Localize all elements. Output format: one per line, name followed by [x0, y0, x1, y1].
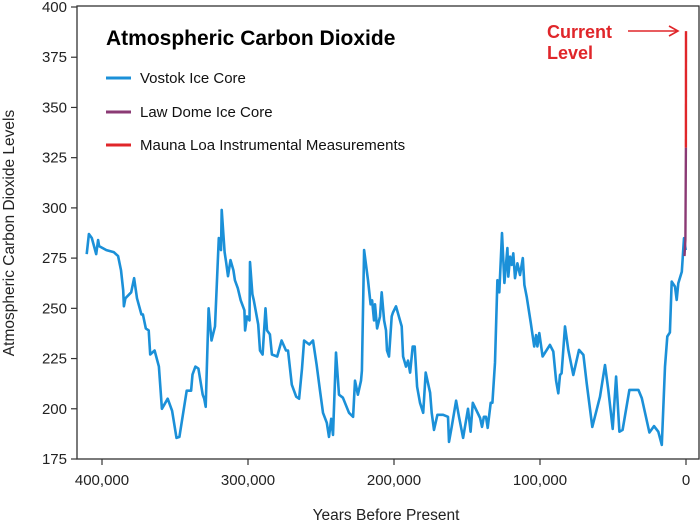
y-tick-label: 375: [42, 49, 67, 66]
y-tick-label: 250: [42, 300, 67, 317]
x-tick-label: 200,000: [367, 472, 421, 489]
y-tick-label: 200: [42, 401, 67, 418]
x-tick-label: 0: [682, 472, 690, 489]
legend-label-vostok: Vostok Ice Core: [140, 70, 246, 87]
x-axis-title: Years Before Present: [313, 507, 460, 524]
legend: Vostok Ice Core Law Dome Ice Core Mauna …: [106, 70, 405, 154]
annotation-line-1: Current: [547, 22, 612, 42]
legend-label-law-dome: Law Dome Ice Core: [140, 104, 273, 121]
arrow-head-icon: [668, 25, 680, 37]
chart-title: Atmospheric Carbon Dioxide: [106, 27, 395, 50]
series-line-vostok: [85, 208, 687, 447]
y-axis-ticks: 175 200 225 250 275 300 325 350 375 400: [42, 0, 77, 468]
y-axis-title: Atmospheric Carbon Dioxide Levels: [1, 110, 18, 357]
legend-label-mauna-loa: Mauna Loa Instrumental Measurements: [140, 137, 405, 154]
y-tick-label: 325: [42, 150, 67, 167]
x-tick-label: 400,000: [75, 472, 129, 489]
y-tick-label: 400: [42, 0, 67, 16]
current-level-annotation: Current Level: [547, 22, 680, 63]
x-axis-ticks: 400,000 300,000 200,000 100,000 0: [75, 459, 690, 489]
y-tick-label: 350: [42, 99, 67, 116]
y-tick-label: 275: [42, 250, 67, 267]
annotation-line-2: Level: [547, 43, 593, 63]
y-tick-label: 175: [42, 451, 67, 468]
x-tick-label: 100,000: [513, 472, 567, 489]
y-tick-label: 225: [42, 351, 67, 368]
series-lines: [85, 31, 688, 447]
plot-frame: [76, 5, 700, 460]
x-tick-label: 300,000: [221, 472, 275, 489]
series-line-law-dome: [683, 147, 688, 257]
y-tick-label: 300: [42, 200, 67, 217]
